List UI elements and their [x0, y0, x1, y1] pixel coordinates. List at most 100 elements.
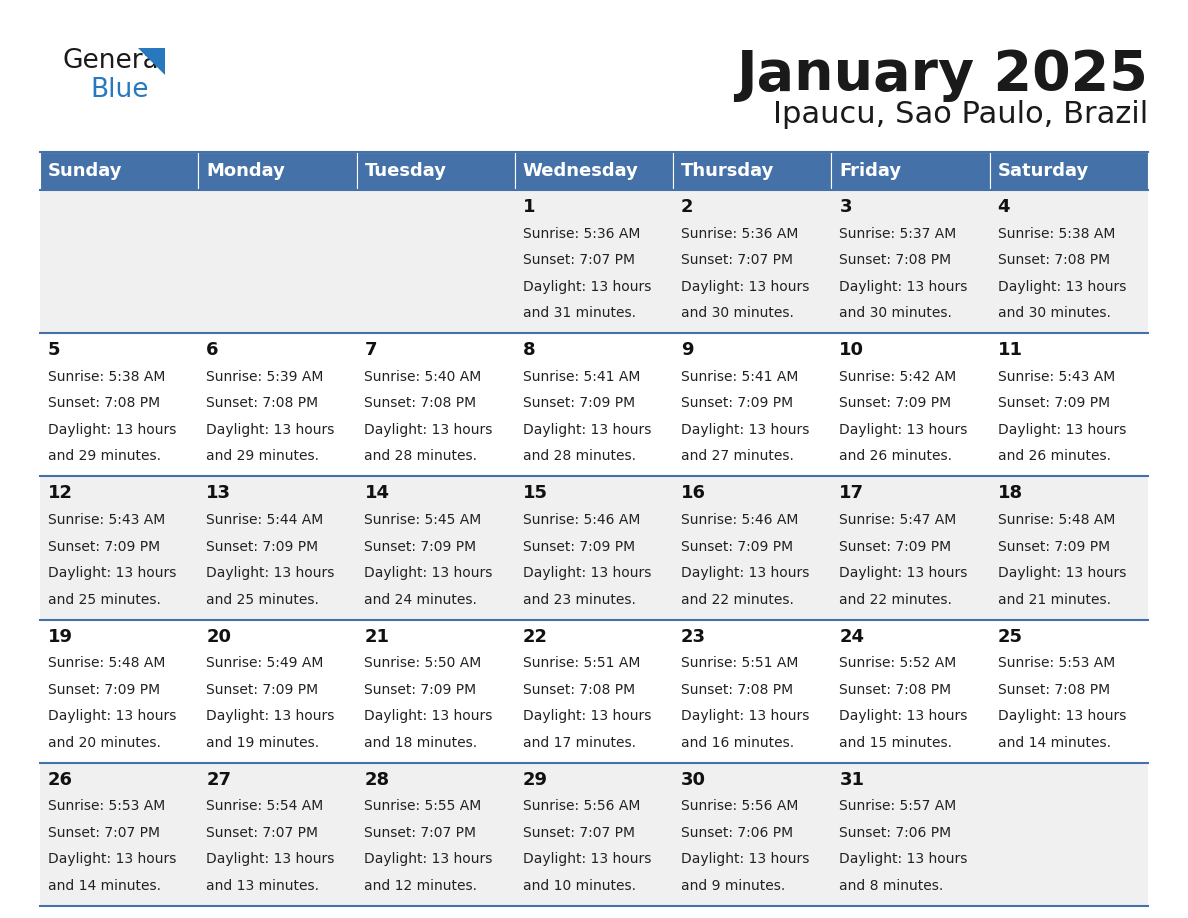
Text: Daylight: 13 hours: Daylight: 13 hours	[998, 566, 1126, 580]
Text: Saturday: Saturday	[998, 162, 1089, 180]
Text: 9: 9	[681, 341, 694, 359]
Text: 30: 30	[681, 771, 706, 789]
Text: Daylight: 13 hours: Daylight: 13 hours	[523, 853, 651, 867]
Text: and 24 minutes.: and 24 minutes.	[365, 592, 478, 607]
Text: Sunset: 7:07 PM: Sunset: 7:07 PM	[523, 826, 634, 840]
Text: Daylight: 13 hours: Daylight: 13 hours	[840, 710, 968, 723]
Text: Sunrise: 5:53 AM: Sunrise: 5:53 AM	[48, 800, 165, 813]
Text: Friday: Friday	[840, 162, 902, 180]
Text: 26: 26	[48, 771, 72, 789]
Text: Sunrise: 5:40 AM: Sunrise: 5:40 AM	[365, 370, 482, 384]
Text: and 29 minutes.: and 29 minutes.	[207, 449, 320, 464]
Text: Daylight: 13 hours: Daylight: 13 hours	[681, 710, 809, 723]
Text: Sunset: 7:09 PM: Sunset: 7:09 PM	[840, 540, 952, 554]
Text: and 15 minutes.: and 15 minutes.	[840, 735, 953, 750]
Text: Sunrise: 5:49 AM: Sunrise: 5:49 AM	[207, 656, 323, 670]
Text: Daylight: 13 hours: Daylight: 13 hours	[998, 423, 1126, 437]
Text: and 27 minutes.: and 27 minutes.	[681, 449, 794, 464]
Text: Daylight: 13 hours: Daylight: 13 hours	[523, 566, 651, 580]
Text: and 30 minutes.: and 30 minutes.	[681, 306, 794, 320]
Text: and 12 minutes.: and 12 minutes.	[365, 879, 478, 893]
Text: Monday: Monday	[207, 162, 285, 180]
Text: Daylight: 13 hours: Daylight: 13 hours	[681, 423, 809, 437]
Text: Sunset: 7:09 PM: Sunset: 7:09 PM	[365, 540, 476, 554]
Text: Sunrise: 5:54 AM: Sunrise: 5:54 AM	[207, 800, 323, 813]
Text: Sunrise: 5:39 AM: Sunrise: 5:39 AM	[207, 370, 323, 384]
Text: and 14 minutes.: and 14 minutes.	[998, 735, 1111, 750]
Text: 22: 22	[523, 628, 548, 645]
Text: 17: 17	[840, 485, 865, 502]
Text: Sunset: 7:06 PM: Sunset: 7:06 PM	[840, 826, 952, 840]
Text: Daylight: 13 hours: Daylight: 13 hours	[48, 423, 176, 437]
Text: Daylight: 13 hours: Daylight: 13 hours	[365, 566, 493, 580]
Text: Wednesday: Wednesday	[523, 162, 639, 180]
Text: Sunrise: 5:50 AM: Sunrise: 5:50 AM	[365, 656, 482, 670]
Text: 10: 10	[840, 341, 865, 359]
Text: and 16 minutes.: and 16 minutes.	[681, 735, 795, 750]
Text: 3: 3	[840, 198, 852, 216]
Text: Sunrise: 5:41 AM: Sunrise: 5:41 AM	[523, 370, 640, 384]
Text: 13: 13	[207, 485, 232, 502]
Text: Daylight: 13 hours: Daylight: 13 hours	[998, 710, 1126, 723]
Text: Sunset: 7:08 PM: Sunset: 7:08 PM	[681, 683, 794, 697]
Text: 4: 4	[998, 198, 1010, 216]
Text: General: General	[62, 48, 166, 74]
Text: 31: 31	[840, 771, 865, 789]
Text: 28: 28	[365, 771, 390, 789]
Text: Sunset: 7:09 PM: Sunset: 7:09 PM	[365, 683, 476, 697]
Text: Sunrise: 5:37 AM: Sunrise: 5:37 AM	[840, 227, 956, 241]
Text: Sunset: 7:08 PM: Sunset: 7:08 PM	[523, 683, 634, 697]
Text: and 9 minutes.: and 9 minutes.	[681, 879, 785, 893]
Text: and 30 minutes.: and 30 minutes.	[998, 306, 1111, 320]
Text: Daylight: 13 hours: Daylight: 13 hours	[365, 710, 493, 723]
Text: January 2025: January 2025	[737, 48, 1148, 102]
Text: Daylight: 13 hours: Daylight: 13 hours	[365, 423, 493, 437]
Text: and 17 minutes.: and 17 minutes.	[523, 735, 636, 750]
Text: Sunrise: 5:46 AM: Sunrise: 5:46 AM	[681, 513, 798, 527]
Text: 24: 24	[840, 628, 865, 645]
Text: and 13 minutes.: and 13 minutes.	[207, 879, 320, 893]
Text: Thursday: Thursday	[681, 162, 775, 180]
Text: and 10 minutes.: and 10 minutes.	[523, 879, 636, 893]
Text: Sunset: 7:08 PM: Sunset: 7:08 PM	[998, 253, 1110, 267]
Text: and 19 minutes.: and 19 minutes.	[207, 735, 320, 750]
Text: 20: 20	[207, 628, 232, 645]
Text: Daylight: 13 hours: Daylight: 13 hours	[207, 566, 335, 580]
Text: Tuesday: Tuesday	[365, 162, 447, 180]
Text: Sunrise: 5:51 AM: Sunrise: 5:51 AM	[523, 656, 640, 670]
Text: Sunset: 7:09 PM: Sunset: 7:09 PM	[48, 683, 160, 697]
Text: Sunrise: 5:45 AM: Sunrise: 5:45 AM	[365, 513, 482, 527]
Text: 18: 18	[998, 485, 1023, 502]
Text: 2: 2	[681, 198, 694, 216]
Text: 6: 6	[207, 341, 219, 359]
Text: and 25 minutes.: and 25 minutes.	[207, 592, 320, 607]
Text: 7: 7	[365, 341, 377, 359]
Text: and 22 minutes.: and 22 minutes.	[840, 592, 953, 607]
Text: Ipaucu, Sao Paulo, Brazil: Ipaucu, Sao Paulo, Brazil	[772, 100, 1148, 129]
Text: Daylight: 13 hours: Daylight: 13 hours	[207, 423, 335, 437]
Text: and 8 minutes.: and 8 minutes.	[840, 879, 943, 893]
Text: Sunset: 7:09 PM: Sunset: 7:09 PM	[48, 540, 160, 554]
Text: 1: 1	[523, 198, 536, 216]
Bar	[356, 152, 514, 190]
Text: Sunset: 7:09 PM: Sunset: 7:09 PM	[998, 540, 1110, 554]
Text: 16: 16	[681, 485, 706, 502]
Text: and 21 minutes.: and 21 minutes.	[998, 592, 1111, 607]
Text: Sunset: 7:08 PM: Sunset: 7:08 PM	[840, 683, 952, 697]
Text: and 30 minutes.: and 30 minutes.	[840, 306, 953, 320]
Text: Sunset: 7:06 PM: Sunset: 7:06 PM	[681, 826, 794, 840]
Text: Sunset: 7:09 PM: Sunset: 7:09 PM	[207, 540, 318, 554]
Text: Sunset: 7:08 PM: Sunset: 7:08 PM	[840, 253, 952, 267]
Bar	[832, 152, 990, 190]
Text: 21: 21	[365, 628, 390, 645]
Polygon shape	[138, 48, 165, 75]
Text: Sunrise: 5:47 AM: Sunrise: 5:47 AM	[840, 513, 956, 527]
Text: Daylight: 13 hours: Daylight: 13 hours	[365, 853, 493, 867]
Text: Blue: Blue	[90, 77, 148, 103]
Text: Sunset: 7:08 PM: Sunset: 7:08 PM	[365, 397, 476, 410]
Text: Daylight: 13 hours: Daylight: 13 hours	[840, 566, 968, 580]
Text: 12: 12	[48, 485, 72, 502]
Text: Sunrise: 5:44 AM: Sunrise: 5:44 AM	[207, 513, 323, 527]
Text: Sunset: 7:08 PM: Sunset: 7:08 PM	[998, 683, 1110, 697]
Text: Daylight: 13 hours: Daylight: 13 hours	[681, 853, 809, 867]
